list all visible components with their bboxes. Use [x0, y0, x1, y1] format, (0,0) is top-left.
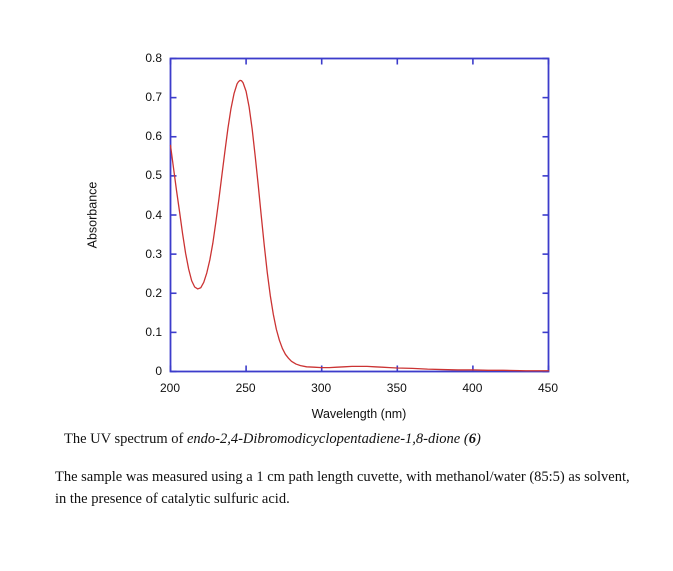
x-tick-label: 200: [159, 381, 181, 395]
plot-area: [169, 57, 549, 372]
x-tick-label: 400: [462, 381, 483, 395]
y-tick-label: 0.2: [145, 285, 162, 300]
y-axis-label: Absorbance: [78, 58, 106, 371]
y-tick-label: 0.6: [145, 129, 162, 144]
x-tick-label: 450: [537, 381, 559, 395]
y-tick-label: 0.8: [145, 51, 162, 65]
plot-frame: [169, 57, 549, 372]
x-tick-label: 300: [311, 381, 332, 395]
method-paragraph: The sample was measured using a 1 cm pat…: [55, 469, 630, 507]
x-tick-label: 350: [386, 381, 407, 395]
x-axis-label: Wavelength (nm): [311, 407, 407, 421]
spectrum-curve: [169, 79, 549, 371]
y-tick-label: 0.4: [145, 207, 162, 222]
caption-compound-name: endo-2,4-Dibromodicyclopentadiene-1,8-di…: [186, 431, 469, 447]
caption-suffix: ): [475, 431, 481, 447]
y-tick-label: 0.5: [145, 168, 162, 183]
caption-compound-number: 6: [468, 431, 476, 447]
y-tick-label: 0.3: [145, 246, 162, 261]
uv-spectrum-chart: Absorbance 0 0.1 0.2 0.3 0.4 0.5 0.6 0.7 0.8 200…: [78, 51, 559, 421]
x-tick-label: 250: [235, 381, 256, 395]
y-axis-label-text: Absorbance: [85, 181, 99, 248]
figure-caption: The UV spectrum of endo-2,4-Dibromodicyc…: [64, 431, 481, 448]
caption-prefix: The UV spectrum of: [64, 431, 187, 447]
y-tick-label: 0: [155, 364, 162, 378]
y-tick-label: 0.1: [145, 324, 162, 339]
y-tick-label: 0.7: [145, 90, 162, 105]
